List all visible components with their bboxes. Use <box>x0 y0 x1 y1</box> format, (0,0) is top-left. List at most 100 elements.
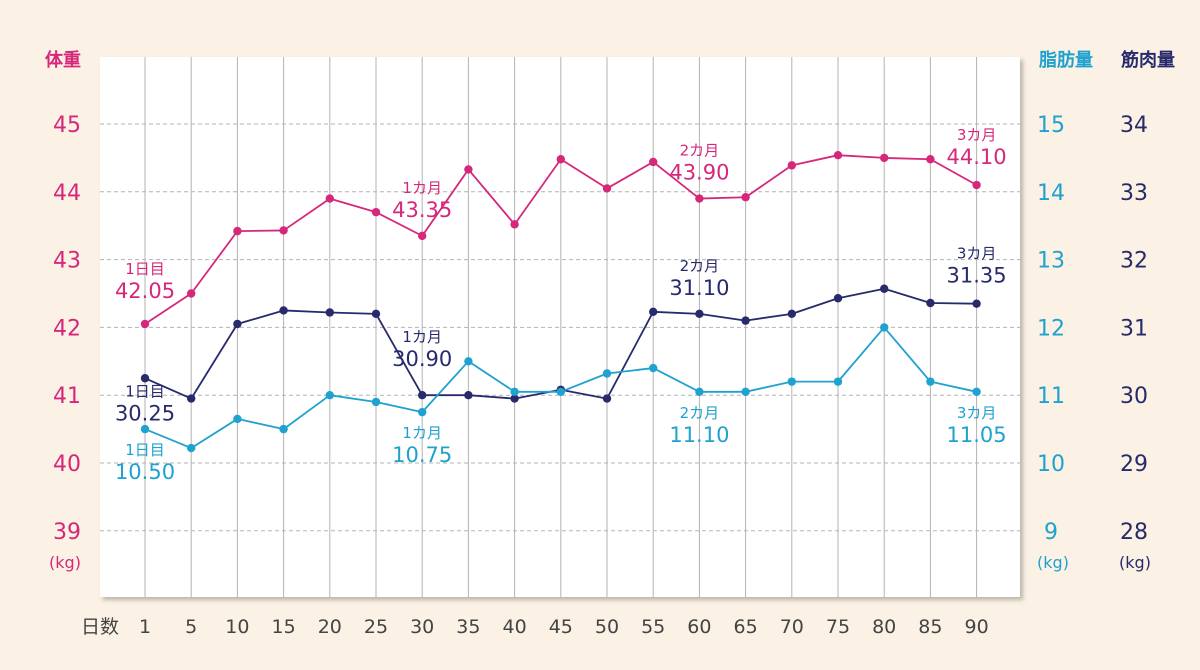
data-point-weight <box>787 161 796 170</box>
x-tick-label: 1 <box>139 616 151 638</box>
data-point-fat <box>741 387 750 397</box>
x-tick-label: 25 <box>364 616 388 638</box>
x-tick-label: 5 <box>185 616 197 638</box>
weight-tick-label: 44 <box>53 181 81 206</box>
x-tick-label: 50 <box>595 616 619 638</box>
data-point-weight <box>233 226 242 236</box>
fat-tick-label: 11 <box>1037 384 1065 409</box>
x-axis-title: 日数 <box>81 616 119 638</box>
data-point-muscle <box>833 294 843 303</box>
data-point-fat <box>464 357 473 366</box>
annotation-period-weight: 1日目 <box>125 260 165 278</box>
muscle-axis-title: 筋肉量 <box>1121 49 1175 71</box>
annotation-period-fat: 1カ月 <box>402 424 442 442</box>
x-tick-label: 75 <box>826 616 850 638</box>
annotation-value-muscle: 31.10 <box>669 276 729 300</box>
data-point-weight <box>649 157 658 167</box>
data-point-fat <box>325 391 334 400</box>
muscle-tick-label: 29 <box>1120 452 1148 477</box>
x-tick-label: 45 <box>549 616 573 638</box>
data-point-weight <box>418 231 427 241</box>
muscle-axis-unit: (kg) <box>1119 553 1151 572</box>
annotation-period-weight: 2カ月 <box>680 142 720 160</box>
fat-axis-unit: (kg) <box>1037 553 1069 572</box>
data-point-fat <box>695 387 704 397</box>
gridlines <box>100 57 1020 597</box>
data-point-fat <box>140 424 150 434</box>
data-point-weight <box>695 194 704 203</box>
x-tick-label: 90 <box>965 616 989 638</box>
weight-tick-label: 41 <box>53 384 81 409</box>
muscle-tick-label: 33 <box>1120 181 1148 206</box>
data-point-fat <box>649 363 658 373</box>
fat-tick-label: 9 <box>1044 520 1058 545</box>
annotation-value-muscle: 30.90 <box>392 347 452 371</box>
data-point-muscle <box>371 309 381 319</box>
data-point-weight <box>926 155 935 164</box>
x-tick-label: 70 <box>780 616 804 638</box>
annotation-value-fat: 11.10 <box>669 423 729 447</box>
x-tick-label: 20 <box>318 616 342 638</box>
x-tick-label: 30 <box>410 616 434 638</box>
data-point-fat <box>787 377 796 386</box>
data-point-muscle <box>741 316 750 325</box>
data-point-fat <box>279 424 288 434</box>
muscle-tick-label: 30 <box>1120 384 1148 409</box>
data-point-muscle <box>325 308 334 317</box>
fat-tick-label: 12 <box>1037 316 1065 341</box>
annotation-period-fat: 1日目 <box>125 441 165 459</box>
annotation-value-weight: 43.90 <box>669 161 729 185</box>
data-point-muscle <box>279 306 288 315</box>
fat-axis-title: 脂肪量 <box>1039 49 1093 71</box>
data-point-fat <box>510 387 519 397</box>
data-point-muscle <box>926 298 935 308</box>
x-tick-label: 10 <box>225 616 249 638</box>
weight-tick-label: 40 <box>53 452 81 477</box>
data-point-weight <box>325 194 334 203</box>
data-point-weight <box>741 193 750 202</box>
fat-tick-label: 14 <box>1037 181 1065 206</box>
annotation-period-muscle: 3カ月 <box>957 245 997 263</box>
data-point-weight <box>556 155 565 164</box>
data-point-muscle <box>695 309 704 319</box>
data-point-fat <box>233 414 242 424</box>
data-point-fat <box>371 397 381 407</box>
data-point-fat <box>187 443 196 453</box>
data-point-weight <box>464 165 473 174</box>
data-point-fat <box>926 377 935 386</box>
data-point-fat <box>602 369 612 378</box>
data-point-muscle <box>464 391 473 400</box>
data-point-fat <box>418 407 427 417</box>
x-tick-label: 65 <box>734 616 758 638</box>
data-point-weight <box>510 220 519 229</box>
annotation-period-weight: 3カ月 <box>957 126 997 144</box>
data-point-weight <box>880 153 889 163</box>
muscle-tick-label: 28 <box>1120 520 1148 545</box>
data-point-muscle <box>233 319 242 329</box>
series-points <box>140 150 981 453</box>
data-point-muscle <box>787 309 796 319</box>
muscle-tick-label: 32 <box>1120 249 1148 274</box>
annotation-value-fat: 11.05 <box>947 423 1007 447</box>
weight-tick-label: 45 <box>53 113 81 138</box>
x-tick-label: 40 <box>503 616 527 638</box>
data-point-weight <box>833 150 843 160</box>
weight-tick-label: 43 <box>53 249 81 274</box>
axes: 体重39404142434445(kg)脂肪量9101112131415(kg)… <box>45 49 1175 638</box>
annotations: 1日目42.051カ月43.352カ月43.903カ月44.101日目30.25… <box>115 126 1007 484</box>
weight-tick-label: 42 <box>53 316 81 341</box>
data-point-fat <box>833 377 843 386</box>
data-point-weight <box>972 180 981 190</box>
annotation-period-muscle: 2カ月 <box>680 257 720 275</box>
data-point-muscle <box>602 394 612 403</box>
data-point-weight <box>140 319 150 329</box>
annotation-period-fat: 2カ月 <box>680 404 720 422</box>
data-point-muscle <box>187 394 196 403</box>
data-point-fat <box>972 387 981 397</box>
data-point-fat <box>556 387 565 397</box>
fat-tick-label: 10 <box>1037 452 1065 477</box>
data-point-muscle <box>140 374 150 383</box>
weight-axis-unit: (kg) <box>49 553 81 572</box>
data-point-muscle <box>510 394 519 403</box>
